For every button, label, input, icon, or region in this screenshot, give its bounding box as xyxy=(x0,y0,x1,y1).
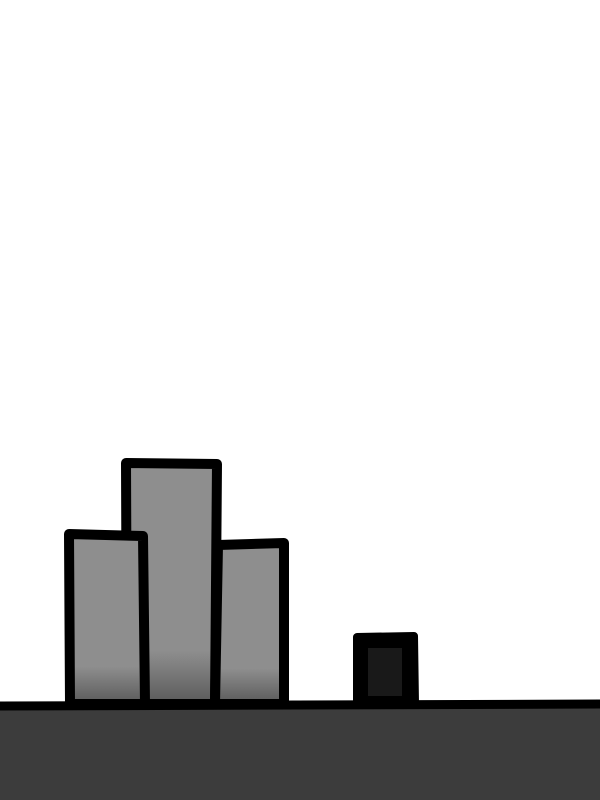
player-block-highlight xyxy=(368,648,402,696)
building-right xyxy=(210,538,289,709)
building-left xyxy=(64,529,150,709)
ground-outline xyxy=(0,699,600,711)
player-block xyxy=(353,632,419,708)
ground xyxy=(0,706,600,800)
